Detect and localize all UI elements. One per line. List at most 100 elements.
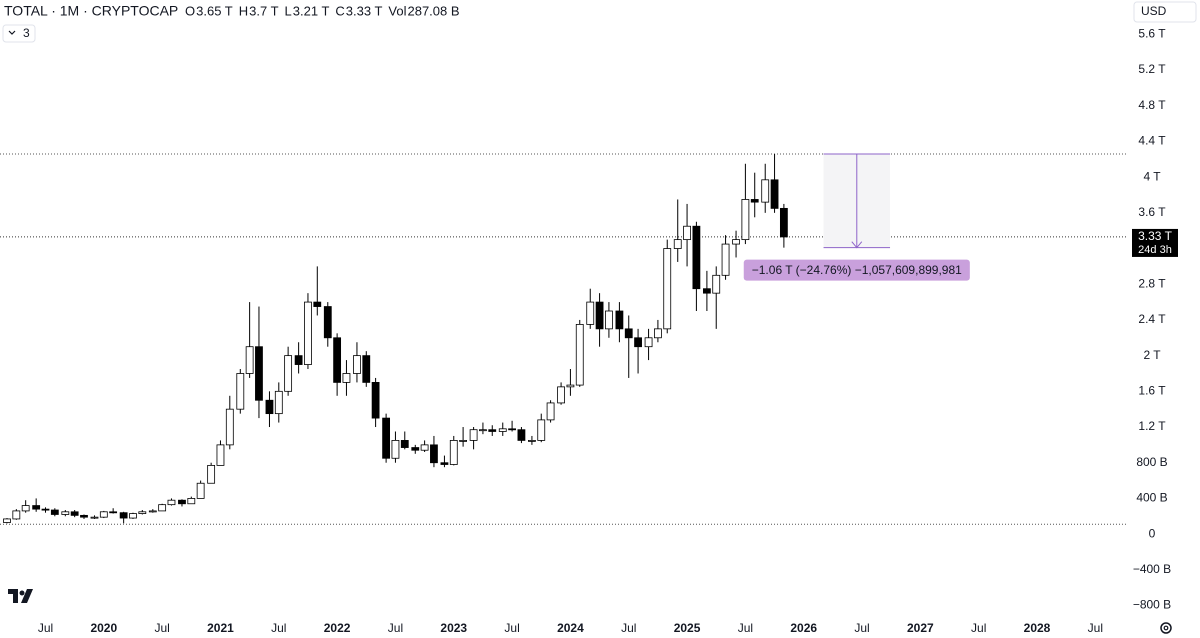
- candle-body: [663, 248, 672, 330]
- candle-body: [566, 384, 575, 388]
- ohlc-value: 3.21 T: [293, 3, 330, 18]
- y-tick-label: 800 B: [1136, 455, 1167, 469]
- candle-body: [732, 239, 740, 245]
- y-tick-label: 2.8 T: [1138, 276, 1166, 290]
- candle-body: [274, 390, 283, 415]
- candle-body: [304, 301, 312, 365]
- candle-body: [459, 440, 467, 442]
- candle-body: [615, 310, 624, 330]
- last-price-label: 3.33 T: [1138, 229, 1172, 243]
- indicator-count: 3: [23, 26, 30, 40]
- candle-body: [371, 382, 380, 419]
- candle-body: [712, 274, 721, 294]
- x-tick-label: 2023: [440, 621, 467, 635]
- x-tick-label: 2025: [674, 621, 701, 635]
- candle-body: [411, 447, 420, 451]
- y-tick-label: 5.2 T: [1138, 62, 1166, 76]
- x-tick-label: Jul: [271, 621, 286, 635]
- y-tick-label: 1.2 T: [1138, 419, 1166, 433]
- y-tick-label: 1.6 T: [1138, 383, 1166, 397]
- candle-body: [61, 511, 70, 515]
- candle-body: [245, 346, 254, 374]
- x-tick-label: 2028: [1024, 621, 1051, 635]
- candle-body: [294, 355, 303, 365]
- candle-body: [167, 499, 176, 506]
- candle-body: [683, 225, 691, 241]
- x-tick-label: Jul: [971, 621, 986, 635]
- ohlc-key: O: [185, 3, 195, 18]
- candle-body: [382, 417, 391, 459]
- candle-body: [333, 337, 342, 383]
- chevron-icon: [8, 30, 16, 35]
- candle-body: [624, 328, 633, 339]
- candle-body: [236, 373, 245, 410]
- candle-body: [342, 373, 351, 383]
- ohlc-value: 3.65 T: [196, 3, 233, 18]
- measure-arrowhead: [851, 241, 863, 249]
- ohlc-value: 287.08 B: [407, 3, 459, 18]
- candle-body: [158, 504, 167, 512]
- x-tick-label: Jul: [504, 621, 519, 635]
- x-tick-label: 2027: [907, 621, 934, 635]
- candle-body: [119, 512, 128, 519]
- candle-body: [575, 323, 584, 386]
- ohlc-value: 3.7 T: [249, 3, 278, 18]
- candle-body: [99, 511, 108, 518]
- candle-body: [207, 464, 216, 484]
- x-tick-label: Jul: [1088, 621, 1103, 635]
- y-tick-label: 4.4 T: [1138, 134, 1166, 148]
- candle-body: [479, 429, 487, 432]
- y-tick-label: −800 B: [1133, 598, 1171, 612]
- ohlc-key: C: [335, 3, 344, 18]
- candle-body: [654, 328, 662, 339]
- countdown: 24d 3h: [1138, 244, 1172, 256]
- x-tick-label: Jul: [38, 621, 53, 635]
- candle-body: [70, 511, 79, 516]
- x-tick-label: Jul: [738, 621, 753, 635]
- candle-body: [12, 510, 21, 520]
- candle-body: [586, 301, 595, 325]
- candle-body: [50, 509, 59, 515]
- candle-body: [284, 355, 293, 392]
- candle-body: [546, 402, 555, 421]
- candle-body: [362, 355, 371, 383]
- candle-body: [400, 440, 409, 448]
- ohlc-key: H: [239, 3, 248, 18]
- candle-body: [109, 511, 118, 514]
- x-tick-label: Jul: [388, 621, 403, 635]
- measure-label-bg: [743, 259, 970, 281]
- measure-label: −1.06 T (−24.76%) −1,057,609,899,981: [752, 263, 962, 277]
- y-tick-label: 400 B: [1136, 491, 1167, 505]
- currency-button[interactable]: [1133, 1, 1197, 23]
- candle-body: [528, 440, 536, 442]
- x-tick-label: Jul: [854, 621, 869, 635]
- x-tick-label: 2020: [90, 621, 117, 635]
- candle-body: [3, 518, 11, 523]
- candle-body: [673, 239, 682, 249]
- candle-body: [391, 440, 400, 459]
- ohlc-value: 3.33 T: [346, 3, 383, 18]
- candle-body: [508, 428, 516, 431]
- settings-icon[interactable]: [1160, 622, 1172, 634]
- candle-body: [634, 337, 642, 348]
- candle-body: [255, 346, 263, 401]
- candle-body: [721, 243, 730, 276]
- candle-body: [750, 199, 759, 203]
- candle-body: [595, 301, 604, 330]
- indicator-toggle[interactable]: [2, 24, 36, 43]
- ohlc-key: Vol: [388, 3, 406, 18]
- y-tick-label: −400 B: [1133, 562, 1171, 576]
- candle-body: [761, 179, 770, 203]
- candle-body: [420, 444, 429, 451]
- candle-body: [692, 225, 701, 290]
- ohlc-key: L: [285, 3, 292, 18]
- symbol: TOTAL · 1M · CRYPTOCAP: [4, 3, 178, 19]
- x-tick-label: 2021: [207, 621, 234, 635]
- candle-body: [196, 482, 205, 499]
- candle-body: [313, 301, 322, 307]
- candle-body: [537, 419, 546, 441]
- y-tick-label: 5.6 T: [1138, 27, 1166, 41]
- candle-body: [187, 498, 196, 505]
